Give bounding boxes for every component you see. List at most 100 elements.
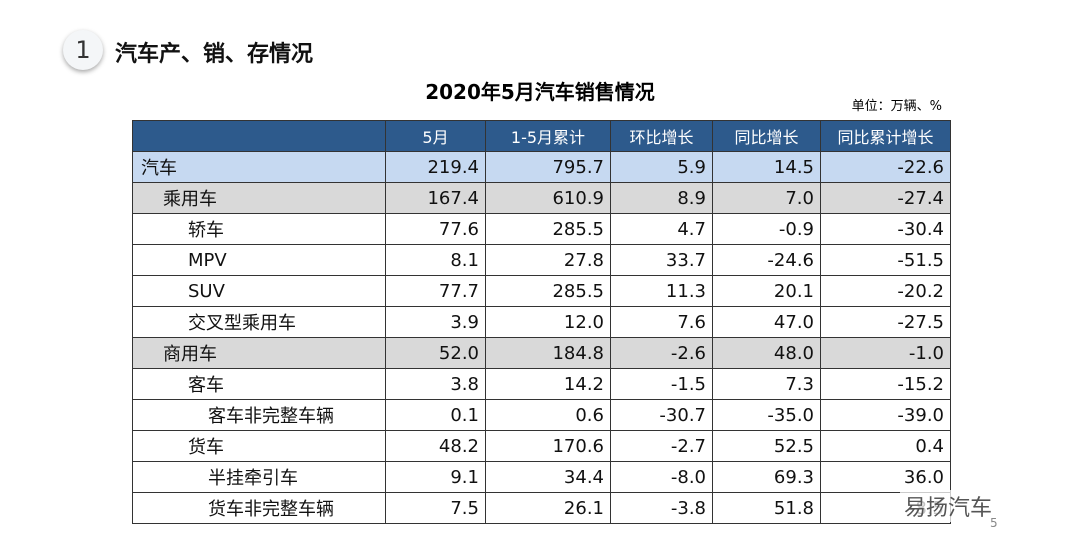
row-label: 客车 [132,368,386,400]
table-row: 交叉型乘用车 3.9 12.0 7.6 47.0 -27.5 [132,306,951,338]
table-row: 乘用车 167.4 610.9 8.9 7.0 -27.4 [132,182,951,214]
value-cell: 0.4 [820,430,951,462]
value-cell: -27.5 [820,306,951,338]
value-cell: 47.0 [712,306,821,338]
unit-note: 单位：万辆、% [851,99,942,114]
value-cell: 167.4 [385,182,486,214]
value-cell: 7.6 [610,306,713,338]
value-cell: 14.5 [712,151,821,183]
table-body: 汽车 219.4 795.7 5.9 14.5 -22.6 乘用车 167.4 610.9 8.9… [132,151,951,524]
value-cell: 0.1 [385,399,486,431]
value-cell: 36.0 [820,461,951,493]
section-title: 汽车产、销、存情况 [115,42,314,67]
value-cell: -22.6 [820,151,951,183]
value-cell: 795.7 [485,151,611,183]
value-cell: -35.0 [712,399,821,431]
table-header: 5月 1-5月累计 环比增长 同比增长 同比累计增长 [132,120,951,152]
value-cell: -15.2 [820,368,951,400]
table-row: 轿车 77.6 285.5 4.7 -0.9 -30.4 [132,213,951,245]
value-cell: -1.5 [610,368,713,400]
table-row: MPV 8.1 27.8 33.7 -24.6 -51.5 [132,244,951,276]
value-cell: -2.7 [610,430,713,462]
row-label: 货车非完整车辆 [132,492,386,524]
sales-table: 5月 1-5月累计 环比增长 同比增长 同比累计增长 汽车 219.4 795.7 5.9 14… [132,120,951,524]
value-cell: 51.8 [712,492,821,524]
value-cell: -30.4 [820,213,951,245]
table-row: 货车 48.2 170.6 -2.7 52.5 0.4 [132,430,951,462]
value-cell: -30.7 [610,399,713,431]
value-cell: 26.1 [485,492,611,524]
value-cell: 184.8 [485,337,611,369]
value-cell: 285.5 [485,213,611,245]
table-row: SUV 77.7 285.5 11.3 20.1 -20.2 [132,275,951,307]
header-cell: 环比增长 [610,120,713,152]
table-row: 客车 3.8 14.2 -1.5 7.3 -15.2 [132,368,951,400]
value-cell: 170.6 [485,430,611,462]
value-cell: 12.0 [485,306,611,338]
value-cell: -0.9 [712,213,821,245]
row-label: 交叉型乘用车 [132,306,386,338]
value-cell: 52.0 [385,337,486,369]
row-label: 半挂牵引车 [132,461,386,493]
header-cell: 1-5月累计 [485,120,611,152]
value-cell: 69.3 [712,461,821,493]
value-cell: 5.9 [610,151,713,183]
row-label: SUV [132,275,386,307]
row-label: 商用车 [132,337,386,369]
section-number: 1 [63,30,103,70]
value-cell: 20.1 [712,275,821,307]
table-row: 商用车 52.0 184.8 -2.6 48.0 -1.0 [132,337,951,369]
row-label: 汽车 [132,151,386,183]
value-cell: 3.9 [385,306,486,338]
value-cell: 219.4 [385,151,486,183]
header-cell [132,120,386,152]
value-cell: 77.7 [385,275,486,307]
value-cell: 7.5 [385,492,486,524]
value-cell: 48.0 [712,337,821,369]
value-cell: -20.2 [820,275,951,307]
value-cell: 14.2 [485,368,611,400]
value-cell: 4.7 [610,213,713,245]
value-cell: 3.8 [385,368,486,400]
watermark: 易扬汽车 [900,490,997,522]
value-cell: 9.1 [385,461,486,493]
value-cell: 7.0 [712,182,821,214]
row-label: MPV [132,244,386,276]
header-cell: 同比累计增长 [820,120,951,152]
value-cell: 34.4 [485,461,611,493]
value-cell: 8.1 [385,244,486,276]
value-cell: 33.7 [610,244,713,276]
value-cell: 285.5 [485,275,611,307]
value-cell: -3.8 [610,492,713,524]
table-title: 2020年5月汽车销售情况 [425,80,655,104]
row-label: 轿车 [132,213,386,245]
row-label: 客车非完整车辆 [132,399,386,431]
value-cell: 8.9 [610,182,713,214]
value-cell: 52.5 [712,430,821,462]
value-cell: -2.6 [610,337,713,369]
value-cell: -24.6 [712,244,821,276]
row-label: 货车 [132,430,386,462]
header-cell: 5月 [385,120,486,152]
header-cell: 同比增长 [712,120,821,152]
row-label: 乘用车 [132,182,386,214]
table-row: 半挂牵引车 9.1 34.4 -8.0 69.3 36.0 [132,461,951,493]
page-number: 5 [990,516,998,530]
table-row: 客车非完整车辆 0.1 0.6 -30.7 -35.0 -39.0 [132,399,951,431]
value-cell: 48.2 [385,430,486,462]
header-row: 5月 1-5月累计 环比增长 同比增长 同比累计增长 [132,120,951,152]
value-cell: -27.4 [820,182,951,214]
value-cell: 77.6 [385,213,486,245]
value-cell: 7.3 [712,368,821,400]
value-cell: 0.6 [485,399,611,431]
value-cell: 11.3 [610,275,713,307]
value-cell: 610.9 [485,182,611,214]
value-cell: -39.0 [820,399,951,431]
value-cell: -51.5 [820,244,951,276]
value-cell: -8.0 [610,461,713,493]
value-cell: -1.0 [820,337,951,369]
value-cell: 27.8 [485,244,611,276]
table-row: 汽车 219.4 795.7 5.9 14.5 -22.6 [132,151,951,183]
